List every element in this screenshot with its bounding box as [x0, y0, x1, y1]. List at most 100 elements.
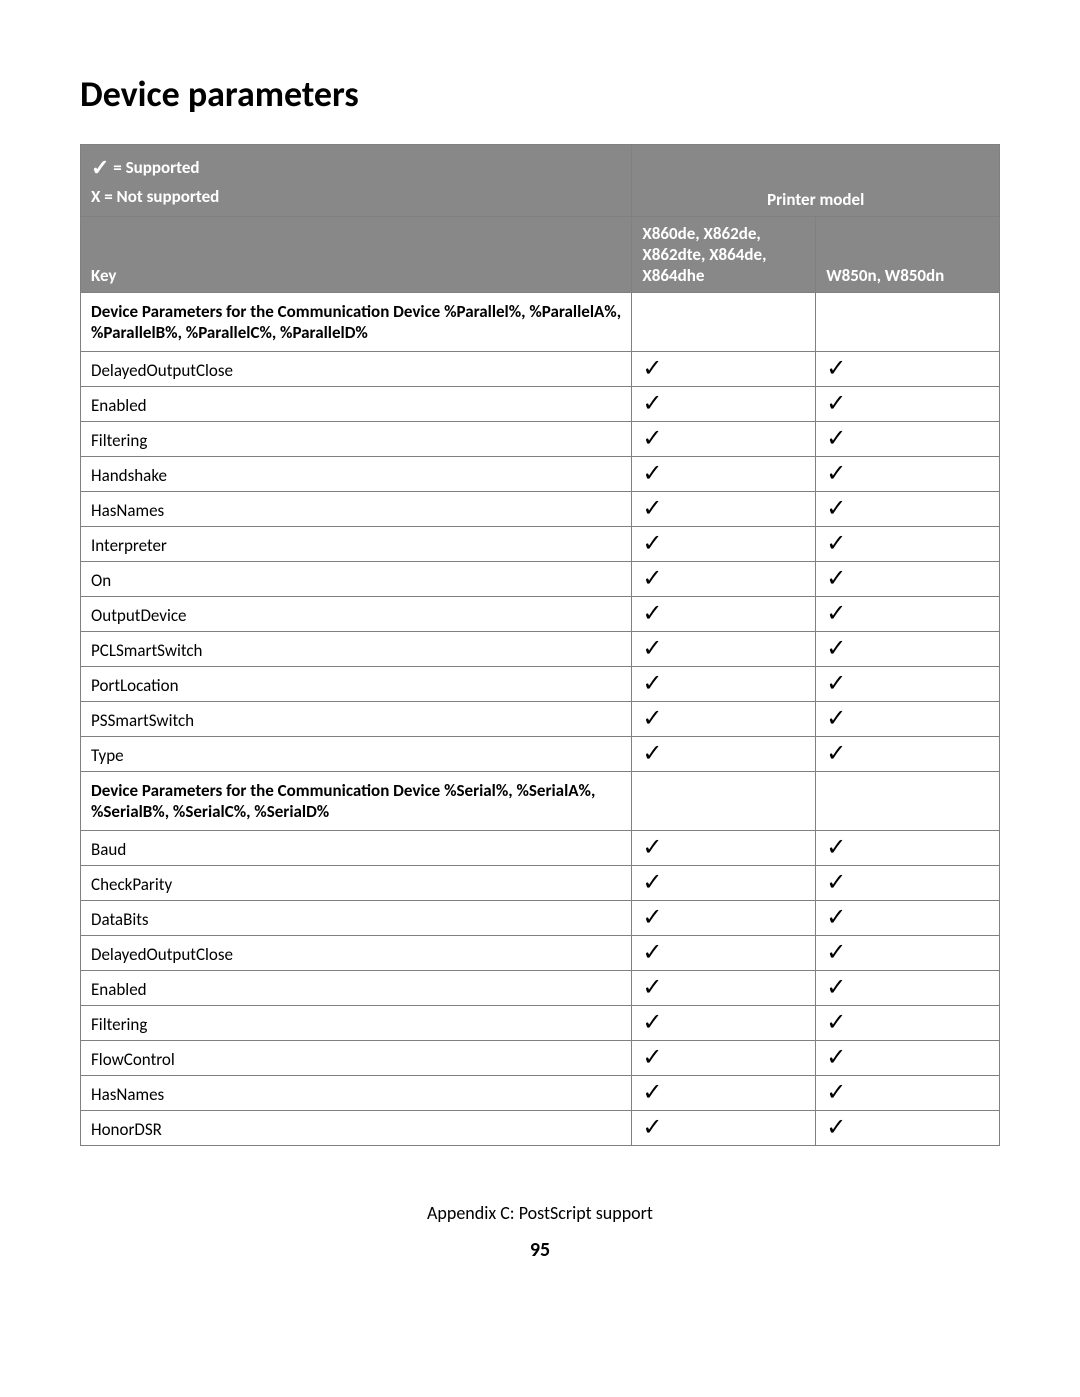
col-a-cell: ✓ — [632, 736, 816, 771]
table-row: HasNames✓✓ — [81, 491, 1000, 526]
check-icon: ✓ — [642, 599, 662, 628]
table-row: FlowControl ✓ ✓ — [81, 1040, 1000, 1075]
key-cell: DelayedOutputClose — [81, 935, 632, 970]
table-row: PSSmartSwitch✓✓ — [81, 701, 1000, 736]
key-cell: HonorDSR — [81, 1110, 632, 1145]
check-icon: ✓ — [826, 634, 846, 663]
check-icon: ✓ — [642, 529, 662, 558]
check-icon: ✓ — [91, 151, 109, 184]
table-row: CheckParity✓✓ — [81, 865, 1000, 900]
key-cell: Type — [81, 736, 632, 771]
check-icon: ✓ — [826, 938, 846, 967]
check-icon: ✓ — [642, 564, 662, 593]
check-icon: ✓ — [642, 634, 662, 663]
key-cell: DataBits — [81, 900, 632, 935]
check-icon: ✓ — [826, 973, 846, 1002]
col-a-cell: ✓ — [632, 491, 816, 526]
check-icon: ✓ — [826, 1113, 846, 1142]
check-icon: ✓ — [826, 1008, 846, 1037]
table-row: Type ✓ ✓ — [81, 736, 1000, 771]
col-a-cell: ✓ — [632, 1005, 816, 1040]
col-b-header: W850n, W850dn — [816, 216, 1000, 292]
table-row: Enabled✓✓ — [81, 970, 1000, 1005]
col-b-cell: ✓ — [816, 456, 1000, 491]
key-cell: Interpreter — [81, 526, 632, 561]
check-icon: ✓ — [642, 704, 662, 733]
section-title: Device Parameters for the Communication … — [81, 292, 632, 351]
section-title: Device Parameters for the Communication … — [81, 771, 632, 830]
col-a-cell: ✓ — [632, 1075, 816, 1110]
col-a-cell: ✓ — [632, 351, 816, 386]
device-parameters-table: ✓ = Supported X = Not supported Printer … — [80, 144, 1000, 1146]
col-b-cell: ✓ — [816, 1110, 1000, 1145]
table-row: PCLSmartSwitch✓✓ — [81, 631, 1000, 666]
col-b-cell: ✓ — [816, 421, 1000, 456]
check-icon: ✓ — [642, 1078, 662, 1107]
section-blank-b — [816, 771, 1000, 830]
check-icon: ✓ — [826, 529, 846, 558]
legend-not-supported: X = Not supported — [91, 186, 219, 207]
col-b-cell: ✓ — [816, 1040, 1000, 1075]
col-a-cell: ✓ — [632, 701, 816, 736]
col-b-cell: ✓ — [816, 351, 1000, 386]
col-a-cell: ✓ — [632, 900, 816, 935]
check-icon: ✓ — [826, 424, 846, 453]
check-icon: ✓ — [642, 868, 662, 897]
check-icon: ✓ — [642, 669, 662, 698]
section-blank-b — [816, 292, 1000, 351]
check-icon: ✓ — [642, 1043, 662, 1072]
check-icon: ✓ — [826, 389, 846, 418]
section-blank-a — [632, 771, 816, 830]
key-cell: PortLocation — [81, 666, 632, 701]
table-body: Device Parameters for the Communication … — [81, 292, 1000, 1145]
key-cell: Filtering — [81, 421, 632, 456]
col-b-cell: ✓ — [816, 900, 1000, 935]
check-icon: ✓ — [642, 739, 662, 768]
key-cell: Handshake — [81, 456, 632, 491]
col-a-cell: ✓ — [632, 596, 816, 631]
col-a-cell: ✓ — [632, 970, 816, 1005]
section-header-row: Device Parameters for the Communication … — [81, 771, 1000, 830]
col-a-cell: ✓ — [632, 386, 816, 421]
key-cell: FlowControl — [81, 1040, 632, 1075]
legend-supported: = Supported — [113, 157, 199, 178]
col-b-cell: ✓ — [816, 596, 1000, 631]
check-icon: ✓ — [826, 494, 846, 523]
col-b-cell: ✓ — [816, 736, 1000, 771]
page-title: Device parameters — [80, 72, 1000, 116]
col-b-cell: ✓ — [816, 1005, 1000, 1040]
key-cell: PSSmartSwitch — [81, 701, 632, 736]
col-b-cell: ✓ — [816, 970, 1000, 1005]
table-row: Interpreter ✓ ✓ — [81, 526, 1000, 561]
col-b-cell: ✓ — [816, 935, 1000, 970]
table-row: Enabled✓✓ — [81, 386, 1000, 421]
col-a-cell: ✓ — [632, 935, 816, 970]
check-icon: ✓ — [642, 389, 662, 418]
col-a-cell: ✓ — [632, 865, 816, 900]
col-b-cell: ✓ — [816, 491, 1000, 526]
col-b-cell: ✓ — [816, 561, 1000, 596]
table-row: Filtering✓✓ — [81, 1005, 1000, 1040]
table-row: Baud✓✓ — [81, 830, 1000, 865]
table-row: Filtering ✓ ✓ — [81, 421, 1000, 456]
section-blank-a — [632, 292, 816, 351]
key-cell: OutputDevice — [81, 596, 632, 631]
key-cell: HasNames — [81, 491, 632, 526]
table-row: DelayedOutputClose✓✓ — [81, 935, 1000, 970]
key-cell: DelayedOutputClose — [81, 351, 632, 386]
table-row: HasNames✓✓ — [81, 1075, 1000, 1110]
table-row: OutputDevice ✓ ✓ — [81, 596, 1000, 631]
check-icon: ✓ — [642, 424, 662, 453]
col-a-cell: ✓ — [632, 456, 816, 491]
table-row: Handshake ✓ ✓ — [81, 456, 1000, 491]
key-cell: Enabled — [81, 970, 632, 1005]
check-icon: ✓ — [826, 1043, 846, 1072]
check-icon: ✓ — [642, 459, 662, 488]
key-cell: On — [81, 561, 632, 596]
col-a-cell: ✓ — [632, 830, 816, 865]
col-a-header: X860de, X862de, X862dte, X864de, X864dhe — [632, 216, 816, 292]
check-icon: ✓ — [826, 354, 846, 383]
col-a-cell: ✓ — [632, 526, 816, 561]
check-icon: ✓ — [826, 903, 846, 932]
col-a-cell: ✓ — [632, 666, 816, 701]
